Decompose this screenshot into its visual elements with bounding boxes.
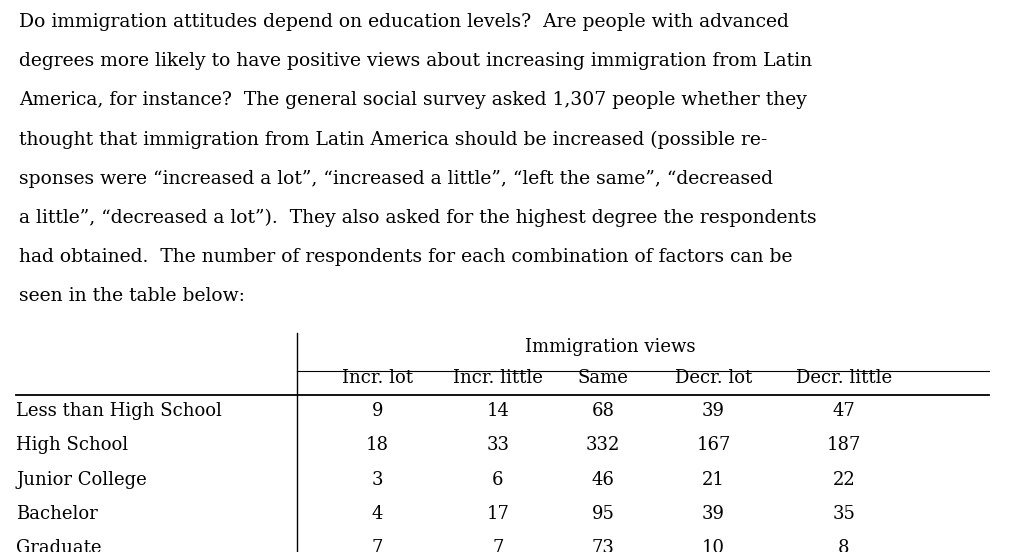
Text: 332: 332 bbox=[586, 436, 621, 454]
Text: thought that immigration from Latin America should be increased (possible re-: thought that immigration from Latin Amer… bbox=[19, 130, 768, 148]
Text: 167: 167 bbox=[696, 436, 731, 454]
Text: a little”, “decreased a lot”).  They also asked for the highest degree the respo: a little”, “decreased a lot”). They also… bbox=[19, 209, 817, 227]
Text: 33: 33 bbox=[486, 436, 509, 454]
Text: 68: 68 bbox=[592, 402, 614, 420]
Text: 39: 39 bbox=[702, 505, 725, 523]
Text: Bachelor: Bachelor bbox=[16, 505, 98, 523]
Text: Decr. little: Decr. little bbox=[796, 369, 892, 387]
Text: 46: 46 bbox=[592, 471, 614, 489]
Text: seen in the table below:: seen in the table below: bbox=[19, 286, 246, 305]
Text: sponses were “increased a lot”, “increased a little”, “left the same”, “decrease: sponses were “increased a lot”, “increas… bbox=[19, 169, 773, 188]
Text: 6: 6 bbox=[493, 471, 504, 489]
Text: 7: 7 bbox=[493, 539, 504, 552]
Text: Decr. lot: Decr. lot bbox=[675, 369, 752, 387]
Text: 18: 18 bbox=[366, 436, 389, 454]
Text: 21: 21 bbox=[702, 471, 725, 489]
Text: 7: 7 bbox=[372, 539, 383, 552]
Text: Junior College: Junior College bbox=[16, 471, 147, 489]
Text: 35: 35 bbox=[833, 505, 855, 523]
Text: 3: 3 bbox=[372, 471, 383, 489]
Text: 17: 17 bbox=[486, 505, 509, 523]
Text: had obtained.  The number of respondents for each combination of factors can be: had obtained. The number of respondents … bbox=[19, 248, 793, 266]
Text: America, for instance?  The general social survey asked 1,307 people whether the: America, for instance? The general socia… bbox=[19, 92, 807, 109]
Text: degrees more likely to have positive views about increasing immigration from Lat: degrees more likely to have positive vie… bbox=[19, 52, 813, 70]
Text: 9: 9 bbox=[372, 402, 383, 420]
Text: 14: 14 bbox=[486, 402, 509, 420]
Text: 187: 187 bbox=[826, 436, 861, 454]
Text: Same: Same bbox=[578, 369, 629, 387]
Text: 73: 73 bbox=[592, 539, 614, 552]
Text: 39: 39 bbox=[702, 402, 725, 420]
Text: 47: 47 bbox=[833, 402, 855, 420]
Text: High School: High School bbox=[16, 436, 129, 454]
Text: 8: 8 bbox=[838, 539, 850, 552]
Text: Immigration views: Immigration views bbox=[525, 338, 696, 355]
Text: 95: 95 bbox=[592, 505, 614, 523]
Text: Incr. lot: Incr. lot bbox=[342, 369, 413, 387]
Text: 10: 10 bbox=[702, 539, 725, 552]
Text: 4: 4 bbox=[372, 505, 383, 523]
Text: Incr. little: Incr. little bbox=[453, 369, 543, 387]
Text: 22: 22 bbox=[833, 471, 855, 489]
Text: Graduate: Graduate bbox=[16, 539, 102, 552]
Text: Less than High School: Less than High School bbox=[16, 402, 222, 420]
Text: Do immigration attitudes depend on education levels?  Are people with advanced: Do immigration attitudes depend on educa… bbox=[19, 13, 790, 31]
